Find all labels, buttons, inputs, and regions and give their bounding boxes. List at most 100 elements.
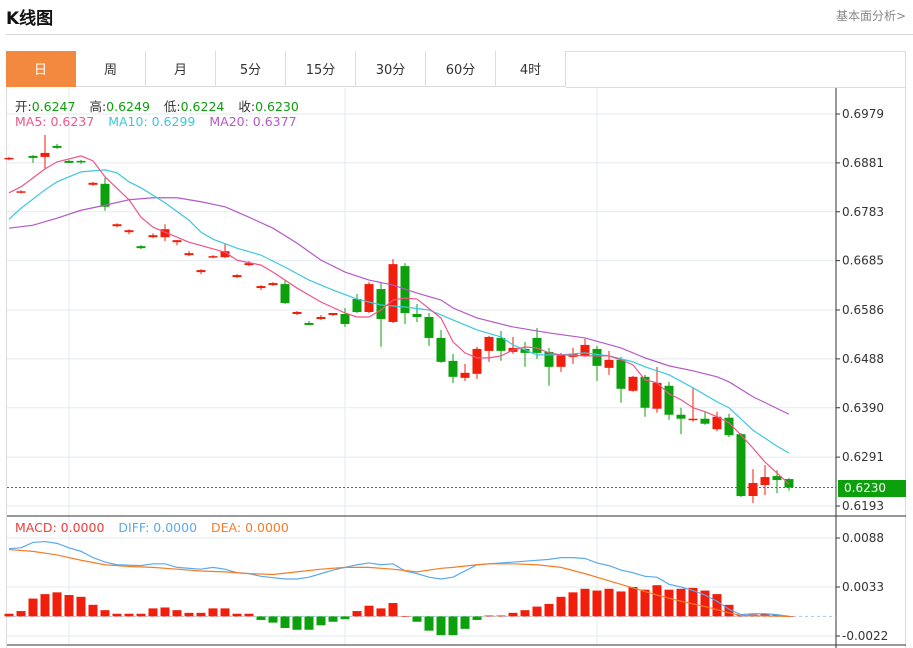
candle-body: [64, 160, 74, 163]
ma-legend: MA5: 0.6237 MA10: 0.6299 MA20: 0.6377: [15, 114, 307, 129]
candle: [400, 263, 410, 324]
macd-bar: [256, 616, 266, 620]
low-label: 低:: [163, 99, 181, 114]
macd-bar: [508, 612, 518, 617]
candle-body: [268, 283, 278, 286]
macd-bar: [760, 613, 770, 617]
macd-bar: [772, 614, 782, 617]
candle-body: [700, 418, 710, 424]
tab-4hour[interactable]: 4时: [496, 51, 566, 87]
candle: [436, 329, 446, 363]
y-tick-label: 0.6685: [842, 254, 884, 268]
candle: [580, 338, 590, 357]
candle-body: [244, 263, 254, 266]
candle: [412, 304, 422, 322]
high-value: 0.6249: [106, 99, 150, 114]
tab-week[interactable]: 周: [76, 51, 146, 87]
candle-body: [28, 155, 38, 158]
macd-bar: [556, 596, 566, 617]
candle: [328, 312, 338, 316]
macd-bar: [220, 608, 230, 617]
macd-bar: [268, 616, 278, 623]
candle-body: [112, 224, 122, 227]
ohlc-legend: 开:0.6247 高:0.6249 低:0.6224 收:0.6230: [15, 96, 309, 115]
candle: [472, 346, 482, 379]
candle: [148, 233, 158, 239]
candle: [676, 407, 686, 435]
tab-60min[interactable]: 60分: [426, 51, 496, 87]
high-label: 高:: [89, 99, 107, 114]
macd-bar: [424, 616, 434, 631]
macd-bar: [676, 588, 686, 617]
open-value: 0.6247: [31, 99, 76, 114]
macd-bar: [472, 616, 482, 620]
candle-body: [232, 275, 242, 278]
candle: [292, 310, 302, 315]
candle: [28, 154, 38, 163]
candle-body: [688, 418, 698, 421]
macd-bar: [376, 608, 386, 617]
macd-bar: [568, 592, 578, 617]
tab-30min[interactable]: 30分: [356, 51, 426, 87]
macd-value: MACD: 0.0000: [15, 520, 105, 535]
y-tick-label: 0.6783: [842, 205, 884, 219]
macd-bar: [88, 604, 98, 617]
candle-body: [76, 160, 86, 163]
candle-body: [412, 313, 422, 317]
macd-bar: [520, 610, 530, 617]
candle-body: [88, 182, 98, 185]
candle-body: [352, 299, 362, 312]
macd-bar: [580, 588, 590, 617]
candle: [628, 375, 638, 392]
tabs-divider: [566, 87, 906, 88]
candle-body: [124, 230, 134, 233]
macd-bar: [664, 589, 674, 617]
candle: [256, 285, 266, 291]
close-value: 0.6230: [255, 99, 299, 114]
macd-bar: [16, 611, 26, 617]
candle-body: [184, 253, 194, 256]
fundamental-analysis-link[interactable]: 基本面分析>: [835, 9, 906, 23]
candle-body: [556, 354, 566, 367]
macd-bar: [364, 605, 374, 617]
ma20-line: [8, 197, 790, 415]
tab-5min[interactable]: 5分: [216, 51, 286, 87]
candle-body: [208, 256, 218, 258]
macd-bar: [232, 613, 242, 617]
tab-day[interactable]: 日: [6, 51, 76, 87]
tab-15min[interactable]: 15分: [286, 51, 356, 87]
page-title: K线图: [6, 9, 54, 29]
candle-body: [580, 344, 590, 356]
macd-bar: [124, 613, 134, 617]
candle: [784, 478, 794, 491]
close-label: 收:: [238, 99, 256, 114]
macd-bar: [460, 616, 470, 629]
candle-body: [760, 477, 770, 486]
macd-bar: [532, 606, 542, 617]
candle-body: [148, 235, 158, 238]
macd-bar: [40, 594, 50, 617]
candle-body: [172, 240, 182, 243]
candle: [304, 320, 314, 325]
dea-value: DEA: 0.0000: [211, 520, 289, 535]
candle: [556, 352, 566, 372]
candle: [112, 223, 122, 228]
macd-bar: [688, 587, 698, 617]
candle-body: [388, 264, 398, 322]
candle: [664, 381, 674, 420]
ma20-legend: MA20: 0.6377: [209, 114, 297, 129]
macd-bar: [340, 616, 350, 620]
candle: [124, 229, 134, 235]
macd-bar: [592, 590, 602, 617]
candle: [700, 411, 710, 425]
candle-body: [160, 229, 170, 238]
macd-bar: [604, 588, 614, 617]
candle: [760, 465, 770, 496]
candle: [76, 159, 86, 164]
macd-bar: [4, 613, 14, 617]
candle: [388, 259, 398, 323]
tab-month[interactable]: 月: [146, 51, 216, 87]
candle: [136, 245, 146, 250]
candle: [172, 240, 182, 246]
